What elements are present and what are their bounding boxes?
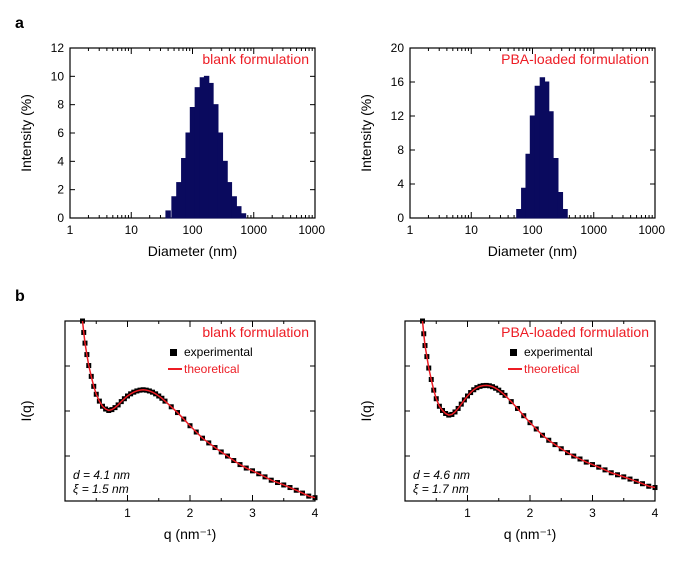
figure-panel-b: b 1 2 3 4 q (nm⁻¹) I(q) blank formulation exper… bbox=[15, 288, 670, 551]
svg-text:theoretical: theoretical bbox=[184, 362, 239, 376]
panel-label-a: a bbox=[15, 15, 670, 33]
svg-text:Intensity (%): Intensity (%) bbox=[358, 94, 374, 172]
chart-b-left: 1 2 3 4 q (nm⁻¹) I(q) blank formulation experim… bbox=[15, 311, 325, 551]
svg-text:16: 16 bbox=[391, 75, 405, 89]
svg-text:I(q): I(q) bbox=[18, 401, 34, 422]
svg-text:10: 10 bbox=[125, 223, 139, 237]
svg-text:2: 2 bbox=[527, 506, 534, 520]
svg-text:2: 2 bbox=[187, 506, 194, 520]
svg-text:Intensity (%): Intensity (%) bbox=[18, 94, 34, 172]
svg-text:1: 1 bbox=[464, 506, 471, 520]
svg-text:3: 3 bbox=[589, 506, 596, 520]
svg-text:4: 4 bbox=[652, 506, 659, 520]
svg-text:1000: 1000 bbox=[580, 223, 607, 237]
figure-panel-a: a 024681012110100100010000Diameter (nm)I… bbox=[15, 15, 670, 268]
svg-text:q (nm⁻¹): q (nm⁻¹) bbox=[164, 526, 217, 542]
svg-text:2: 2 bbox=[57, 183, 64, 197]
svg-text:ξ = 1.5 nm: ξ = 1.5 nm bbox=[73, 482, 129, 496]
svg-text:10: 10 bbox=[465, 223, 479, 237]
svg-text:blank formulation: blank formulation bbox=[202, 324, 309, 340]
svg-text:6: 6 bbox=[57, 126, 64, 140]
chart-a-left: 0 2 4 6 8 10 12 1 10 100 1000 10000 Diameter (nm) Int… bbox=[15, 38, 325, 268]
svg-text:4: 4 bbox=[312, 506, 319, 520]
svg-text:4: 4 bbox=[57, 154, 64, 168]
svg-text:PBA-loaded formulation: PBA-loaded formulation bbox=[501, 324, 649, 340]
svg-text:1000: 1000 bbox=[240, 223, 267, 237]
svg-text:PBA-loaded formulation: PBA-loaded formulation bbox=[501, 51, 649, 67]
svg-text:1: 1 bbox=[124, 506, 131, 520]
svg-text:4: 4 bbox=[397, 177, 404, 191]
svg-text:q (nm⁻¹): q (nm⁻¹) bbox=[504, 526, 557, 542]
svg-text:10000: 10000 bbox=[638, 223, 665, 237]
chart-a-right: 0 4 8 12 16 20 1 10 100 1000 10000 Diameter (nm) Int… bbox=[355, 38, 665, 268]
svg-text:experimental: experimental bbox=[524, 345, 593, 359]
svg-text:blank formulation: blank formulation bbox=[202, 51, 309, 67]
svg-text:100: 100 bbox=[182, 223, 202, 237]
svg-text:20: 20 bbox=[391, 41, 405, 55]
svg-text:Diameter (nm): Diameter (nm) bbox=[148, 243, 237, 259]
svg-text:ξ = 1.7 nm: ξ = 1.7 nm bbox=[413, 482, 469, 496]
svg-text:3: 3 bbox=[249, 506, 256, 520]
svg-text:I(q): I(q) bbox=[358, 401, 374, 422]
svg-text:0: 0 bbox=[397, 211, 404, 225]
svg-text:10: 10 bbox=[51, 69, 65, 83]
svg-text:100: 100 bbox=[522, 223, 542, 237]
svg-text:8: 8 bbox=[57, 98, 64, 112]
chart-b-right: 1 2 3 4 q (nm⁻¹) I(q) PBA-loaded formulation ex… bbox=[355, 311, 665, 551]
svg-text:Diameter (nm): Diameter (nm) bbox=[488, 243, 577, 259]
svg-text:10000: 10000 bbox=[298, 223, 325, 237]
svg-text:1: 1 bbox=[67, 223, 74, 237]
svg-text:8: 8 bbox=[397, 143, 404, 157]
svg-text:d = 4.6 nm: d = 4.6 nm bbox=[413, 468, 470, 482]
panel-label-b: b bbox=[15, 288, 670, 306]
svg-text:theoretical: theoretical bbox=[524, 362, 579, 376]
svg-text:d = 4.1 nm: d = 4.1 nm bbox=[73, 468, 130, 482]
svg-text:12: 12 bbox=[51, 41, 65, 55]
svg-text:experimental: experimental bbox=[184, 345, 253, 359]
svg-text:12: 12 bbox=[391, 109, 405, 123]
svg-text:0: 0 bbox=[57, 211, 64, 225]
svg-text:1: 1 bbox=[407, 223, 414, 237]
